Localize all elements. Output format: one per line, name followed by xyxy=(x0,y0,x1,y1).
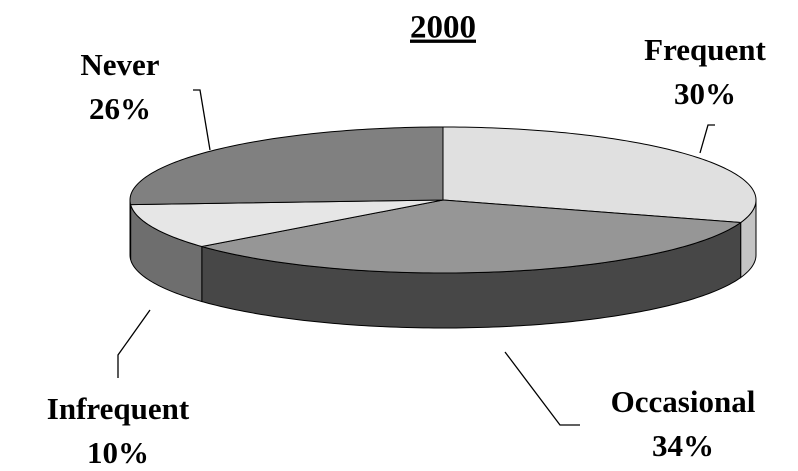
slice xyxy=(442,126,757,224)
slice-label: Frequent xyxy=(644,32,766,67)
slice xyxy=(129,126,444,206)
slice-label: Never xyxy=(80,47,159,82)
leader-line xyxy=(504,351,580,426)
slice xyxy=(129,199,444,248)
slice-label: Occasional xyxy=(611,384,756,419)
slice xyxy=(201,199,743,274)
slice-value-label: 10% xyxy=(87,435,149,470)
leader-line xyxy=(117,309,151,378)
leader-line xyxy=(699,124,715,154)
slice-value-label: 34% xyxy=(652,428,714,463)
leader-line xyxy=(193,89,211,151)
slice-value-label: 30% xyxy=(674,76,736,111)
chart-title: 2000 xyxy=(410,10,476,46)
slice-value-label: 26% xyxy=(89,91,151,126)
slice-label: Infrequent xyxy=(47,391,190,426)
slice-side xyxy=(129,199,132,260)
